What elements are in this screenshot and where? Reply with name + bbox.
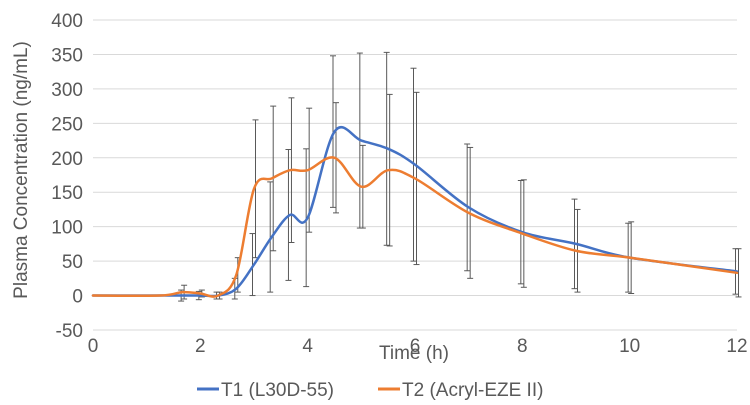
legend-label-t2: T2 (Acryl-EZE II) <box>402 380 543 401</box>
series-lines <box>91 125 739 298</box>
y-tick-label: 0 <box>72 287 83 308</box>
x-tick-label: 4 <box>302 336 313 357</box>
error-bars <box>178 51 742 302</box>
y-tick-label: 100 <box>51 218 83 239</box>
y-tick-label: 250 <box>51 114 83 135</box>
x-tick-label: 8 <box>517 336 528 357</box>
y-tick-label: 200 <box>51 149 83 170</box>
y-tick-label: -50 <box>56 321 83 342</box>
y-tick-label: 300 <box>51 80 83 101</box>
x-tick-label: 2 <box>195 336 206 357</box>
x-tick-label: 12 <box>726 336 747 357</box>
x-tick-label: 6 <box>410 336 421 357</box>
y-tick-label: 50 <box>62 252 83 273</box>
series-line-2 <box>91 156 739 298</box>
legend-label-t1: T1 (L30D-55) <box>221 380 334 401</box>
y-tick-label: 350 <box>51 45 83 66</box>
series-line-1 <box>91 125 739 298</box>
y-tick-label: 400 <box>51 11 83 32</box>
x-axis-title: Time (h) <box>379 343 449 364</box>
legend: T1 (L30D-55) T2 (Acryl-EZE II) <box>197 380 543 401</box>
x-axis-ticks: 0 2 4 6 8 10 12 <box>88 336 748 357</box>
x-tick-label: 10 <box>619 336 640 357</box>
y-axis-ticks: -50 0 50 100 150 200 250 300 350 400 <box>51 11 83 342</box>
y-tick-label: 150 <box>51 183 83 204</box>
y-axis-title: Plasma Concentration (ng/mL) <box>11 41 32 299</box>
gridlines <box>93 19 737 331</box>
x-tick-label: 0 <box>88 336 99 357</box>
